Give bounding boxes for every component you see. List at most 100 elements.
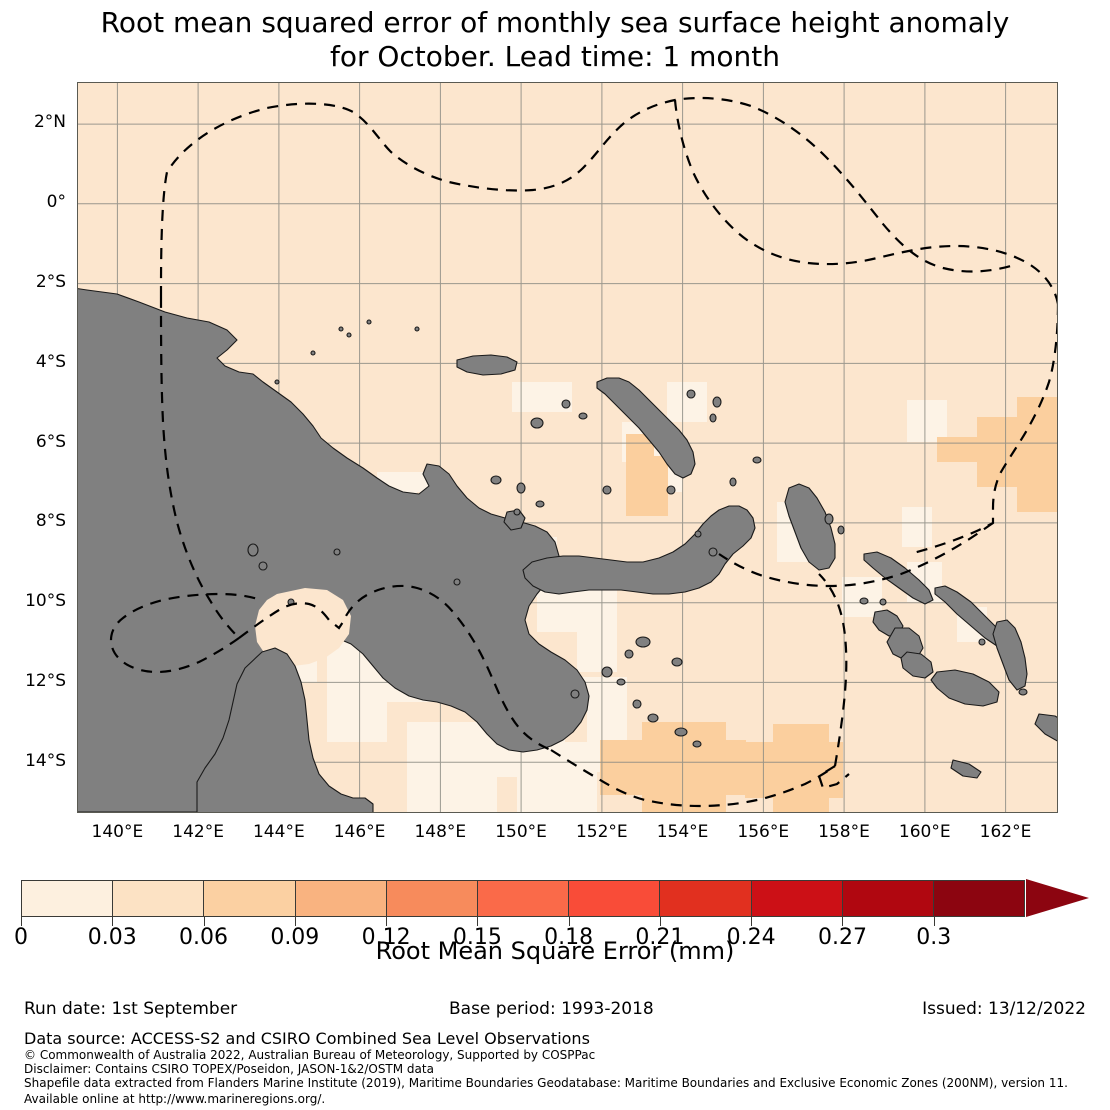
colorbar-segment	[477, 881, 570, 916]
x-tick-label: 140°E	[91, 822, 144, 842]
colorbar-segment	[569, 881, 661, 916]
run-date: Run date: 1st September	[24, 999, 238, 1019]
eez-png-east	[673, 99, 1058, 305]
colorbar-segment	[660, 881, 752, 916]
colorbar-tick	[659, 917, 661, 926]
y-tick-label: 14°S	[25, 751, 66, 772]
colorbar-tick	[294, 917, 296, 926]
colorbar-title: Root Mean Square Error (mm)	[375, 937, 735, 965]
colorbar-tick-label: 0.21	[635, 925, 685, 950]
land-new-ireland	[596, 377, 696, 479]
x-tick-label: 158°E	[818, 822, 870, 842]
land-manus	[456, 354, 518, 376]
colorbar-segments[interactable]	[21, 880, 1025, 917]
y-tick-label: 2°N	[33, 111, 66, 132]
land-gulf-recess	[255, 588, 351, 666]
colorbar-tick	[751, 917, 753, 926]
colorbar-tick-label: 0	[14, 925, 28, 950]
eez-solomon-south	[718, 522, 994, 588]
colorbar-ticks	[21, 917, 1025, 927]
x-tick-label: 146°E	[333, 822, 386, 842]
colorbar-segment	[113, 881, 205, 916]
colorbar-segment	[933, 881, 1025, 916]
land-small-islands	[247, 319, 1028, 779]
colorbar-tick-label: 0.27	[817, 925, 867, 950]
x-tick-label: 142°E	[172, 822, 224, 842]
y-tick-label: 8°S	[35, 511, 66, 532]
issued-date: Issued: 13/12/2022	[922, 999, 1086, 1019]
eez-west	[159, 296, 240, 639]
colorbar-tick-labels: 0 0.03 0.06 0.09 0.12 0.15 0.18 0.21 0.24 0.27 0.3	[14, 925, 1089, 955]
colorbar-tick-label: 0.3	[916, 925, 952, 950]
colorbar-tick	[933, 917, 935, 926]
colorbar-tick-label: 0.03	[87, 925, 137, 950]
x-tick-label: 154°E	[656, 822, 709, 842]
map-svg	[77, 82, 1058, 813]
land-vangunu	[900, 651, 934, 679]
land-guadalcanal	[930, 669, 1000, 707]
colorbar-tick	[21, 917, 22, 926]
colorbar-tick-label: 0.12	[361, 925, 411, 950]
colorbar-segment	[386, 881, 478, 916]
land-malaita	[992, 619, 1028, 691]
y-tick-label: 6°S	[35, 431, 66, 452]
land-makira	[1034, 713, 1058, 743]
x-tick-label: 162°E	[979, 822, 1032, 842]
colorbar-segment	[295, 881, 387, 916]
colorbar-extend-arrow	[1026, 879, 1089, 917]
landmass-layer	[77, 287, 1058, 813]
x-tick-label: 144°E	[252, 822, 305, 842]
colorbar-tick	[568, 917, 570, 926]
footer-meta-row: Run date: 1st September Base period: 199…	[0, 999, 1110, 1021]
page-title: Root mean squared error of monthly sea s…	[0, 6, 1110, 74]
x-axis-labels: 140°E 142°E 144°E 146°E 148°E 150°E 152°E 154°E…	[77, 813, 1058, 849]
land-new-britain	[522, 505, 756, 595]
land-choiseul	[863, 551, 934, 605]
eez-coral-up	[818, 573, 848, 767]
land-cape-york	[196, 647, 374, 813]
map-canvas	[77, 82, 1058, 813]
title-line-1: Root mean squared error of monthly sea s…	[100, 6, 1010, 39]
colorbar-segment	[751, 881, 843, 916]
eez-png-north	[159, 96, 1018, 298]
colorbar-segment	[842, 881, 934, 916]
colorbar-segment	[22, 881, 114, 916]
copyright-notice: © Commonwealth of Australia 2022, Austra…	[24, 1048, 596, 1062]
eez-torres-loop	[109, 592, 262, 674]
colorbar[interactable]: 0 0.03 0.06 0.09 0.12 0.15 0.18 0.21 0.24 0.27 0.3	[14, 879, 1089, 950]
x-tick-label: 148°E	[414, 822, 467, 842]
shapefile-notice: Shapefile data extracted from Flanders M…	[24, 1076, 1068, 1090]
y-tick-label: 12°S	[25, 671, 66, 692]
colorbar-tick	[477, 917, 479, 926]
x-tick-label: 150°E	[495, 822, 547, 842]
eez-south	[550, 749, 836, 808]
colorbar-tick	[386, 917, 388, 926]
available-online-notice: Available online at http://www.marinereg…	[24, 1092, 326, 1106]
data-source: Data source: ACCESS-S2 and CSIRO Combine…	[24, 1029, 590, 1048]
eez-boundary-layer	[109, 96, 1058, 808]
colorbar-tick	[112, 917, 114, 926]
y-tick-label: 0°	[46, 191, 66, 212]
rmse-high-patches	[600, 397, 1058, 813]
colorbar-tick	[203, 917, 205, 926]
y-tick-label: 2°S	[35, 271, 66, 292]
colorbar-tick	[842, 917, 844, 926]
colorbar-tick-label: 0.24	[726, 925, 776, 950]
land-bougainville	[784, 483, 836, 571]
colorbar-tick-label: 0.18	[544, 925, 594, 950]
title-line-2: for October. Lead time: 1 month	[329, 40, 781, 73]
eez-solomon-east	[908, 303, 1058, 556]
y-tick-label: 10°S	[25, 591, 66, 612]
eez-torres	[238, 584, 552, 752]
y-tick-label: 4°S	[35, 351, 66, 372]
colorbar-segment	[204, 881, 296, 916]
x-tick-label: 152°E	[575, 822, 628, 842]
colorbar-tick-label: 0.15	[452, 925, 502, 950]
disclaimer-notice: Disclaimer: Contains CSIRO TOPEX/Poseido…	[24, 1062, 434, 1076]
base-period: Base period: 1993-2018	[449, 999, 654, 1019]
colorbar-tick-label: 0.09	[270, 925, 320, 950]
x-tick-label: 160°E	[898, 822, 951, 842]
map-plot-area[interactable]	[77, 82, 1058, 813]
x-tick-label: 156°E	[737, 822, 790, 842]
colorbar-tick-label: 0.06	[179, 925, 229, 950]
